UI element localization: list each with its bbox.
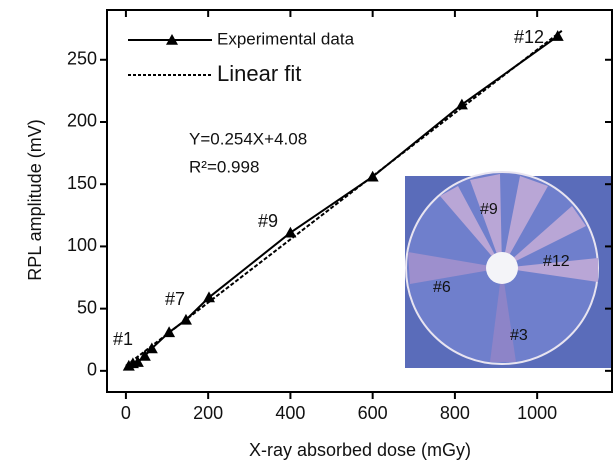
inset-label: #9 (480, 201, 498, 218)
x-tick-label: 0 (121, 403, 131, 423)
x-tick-label: 400 (275, 403, 305, 423)
x-tick-label: 800 (440, 403, 470, 423)
inset-label: #12 (543, 253, 570, 270)
point-annotation: #12 (514, 27, 544, 47)
y-tick-label: 150 (67, 173, 97, 193)
point-annotation: #7 (165, 289, 185, 309)
y-tick-label: 100 (67, 235, 97, 255)
data-point (284, 226, 297, 238)
y-tick-label: 0 (87, 360, 97, 380)
data-point (145, 342, 158, 354)
data-point (138, 349, 151, 361)
legend-marker (166, 34, 178, 45)
legend-label: Experimental data (217, 29, 355, 48)
data-point (551, 30, 564, 41)
x-tick-label: 600 (358, 403, 388, 423)
y-tick-label: 200 (67, 111, 97, 131)
inset-label: #3 (510, 327, 528, 344)
x-axis-title: X-ray absorbed dose (mGy) (249, 440, 471, 460)
plot-frame (106, 9, 613, 393)
point-annotation: #9 (258, 211, 278, 231)
point-annotation: #1 (113, 329, 133, 349)
series-line (125, 29, 563, 367)
y-tick-label: 50 (77, 297, 97, 317)
inset-label: #6 (433, 279, 451, 296)
inset-photo (405, 171, 612, 368)
legend-label: Linear fit (217, 61, 301, 86)
r-squared: R²=0.998 (189, 157, 259, 176)
equation: Y=0.254X+4.08 (189, 129, 307, 148)
x-tick-label: 200 (193, 403, 223, 423)
x-tick-label: 1000 (517, 403, 557, 423)
data-point (131, 356, 144, 367)
y-axis-title: RPL amplitude (mV) (25, 119, 45, 280)
data-point (455, 98, 468, 110)
y-tick-label: 250 (67, 49, 97, 69)
